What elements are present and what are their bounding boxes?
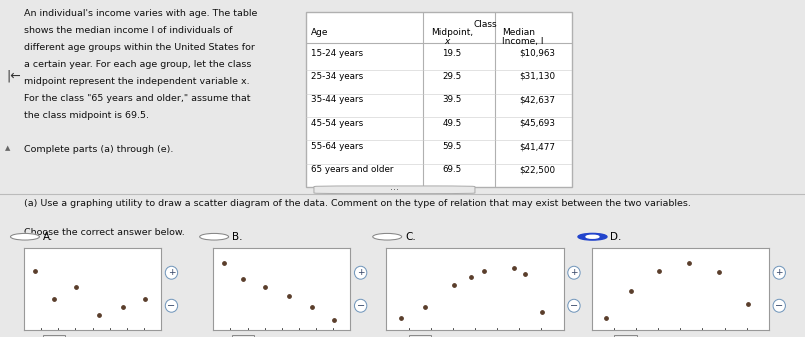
FancyBboxPatch shape [43,335,65,337]
Text: −: − [570,301,578,311]
Point [536,309,549,315]
Point [116,304,129,310]
Text: $10,963: $10,963 [519,49,555,58]
Text: +: + [570,268,578,277]
Point [283,293,295,298]
Text: ···: ··· [390,185,399,195]
Text: 39.5: 39.5 [442,95,462,104]
Circle shape [10,234,39,240]
Text: 65 years and older: 65 years and older [312,165,394,175]
Text: 19.5: 19.5 [443,49,461,58]
Point [93,313,106,318]
Text: the class midpoint is 69.5.: the class midpoint is 69.5. [24,111,149,120]
Circle shape [354,299,367,312]
Text: 25-34 years: 25-34 years [312,72,364,81]
Text: B.: B. [232,232,242,242]
Point [507,266,520,271]
Text: −: − [775,301,783,311]
Circle shape [200,234,229,240]
Text: Choose the correct answer below.: Choose the correct answer below. [24,228,185,237]
Text: a certain year. For each age group, let the class: a certain year. For each age group, let … [24,60,251,69]
FancyBboxPatch shape [614,335,637,337]
Point [328,318,341,323]
Point [518,271,531,277]
Text: ▲: ▲ [5,145,10,151]
Text: For the class "65 years and older," assume that: For the class "65 years and older," assu… [24,94,250,103]
Point [419,304,431,310]
Text: Median: Median [502,28,535,37]
Text: (a) Use a graphing utility to draw a scatter diagram of the data. Comment on the: (a) Use a graphing utility to draw a sca… [24,198,691,208]
Text: D.: D. [610,232,621,242]
Text: $31,130: $31,130 [519,72,555,81]
Text: A.: A. [43,232,53,242]
Text: 45-54 years: 45-54 years [312,119,364,128]
Point [465,274,478,279]
Text: midpoint represent the independent variable x.: midpoint represent the independent varia… [24,77,250,86]
Circle shape [773,266,786,279]
Text: +: + [357,268,365,277]
Text: 69.5: 69.5 [443,165,461,175]
Point [70,285,83,290]
Text: Complete parts (a) through (e).: Complete parts (a) through (e). [24,145,174,154]
Point [394,315,407,320]
Point [305,304,318,310]
Text: $42,637: $42,637 [519,95,555,104]
Point [712,270,725,275]
Circle shape [165,266,178,279]
Text: −: − [167,301,175,311]
Text: An individual's income varies with age. The table: An individual's income varies with age. … [24,9,258,18]
Circle shape [568,299,580,312]
Text: $45,693: $45,693 [519,119,555,128]
Text: shows the median income I of individuals of: shows the median income I of individuals… [24,26,233,35]
Text: 15-24 years: 15-24 years [312,49,363,58]
Point [47,296,60,302]
Point [218,260,231,265]
Point [138,296,151,302]
Text: Midpoint,: Midpoint, [431,28,473,37]
Text: +: + [775,268,783,277]
Text: Age: Age [312,28,328,37]
FancyBboxPatch shape [314,186,475,193]
Point [29,268,42,274]
Text: |←: |← [6,69,22,82]
Point [683,260,696,265]
Point [741,301,754,307]
Circle shape [586,235,599,238]
Point [600,315,613,320]
Text: different age groups within the United States for: different age groups within the United S… [24,43,255,52]
Point [624,288,637,293]
Circle shape [165,299,178,312]
Text: 49.5: 49.5 [443,119,461,128]
FancyBboxPatch shape [409,335,431,337]
Text: $41,477: $41,477 [519,142,555,151]
Text: Income, I: Income, I [502,37,544,46]
Point [237,276,250,282]
Point [477,268,490,274]
Circle shape [773,299,786,312]
Circle shape [373,234,402,240]
Text: Class: Class [473,20,497,29]
Text: 35-44 years: 35-44 years [312,95,364,104]
Point [653,268,666,274]
Text: $22,500: $22,500 [519,165,555,175]
Text: −: − [357,301,365,311]
Text: C.: C. [405,232,415,242]
Text: 55-64 years: 55-64 years [312,142,364,151]
Text: 29.5: 29.5 [443,72,461,81]
Circle shape [578,234,607,240]
Point [448,282,460,287]
Circle shape [568,266,580,279]
Point [259,285,272,290]
Circle shape [354,266,367,279]
Text: +: + [167,268,175,277]
FancyBboxPatch shape [232,335,254,337]
Text: 59.5: 59.5 [442,142,462,151]
Text: x: x [444,37,449,46]
